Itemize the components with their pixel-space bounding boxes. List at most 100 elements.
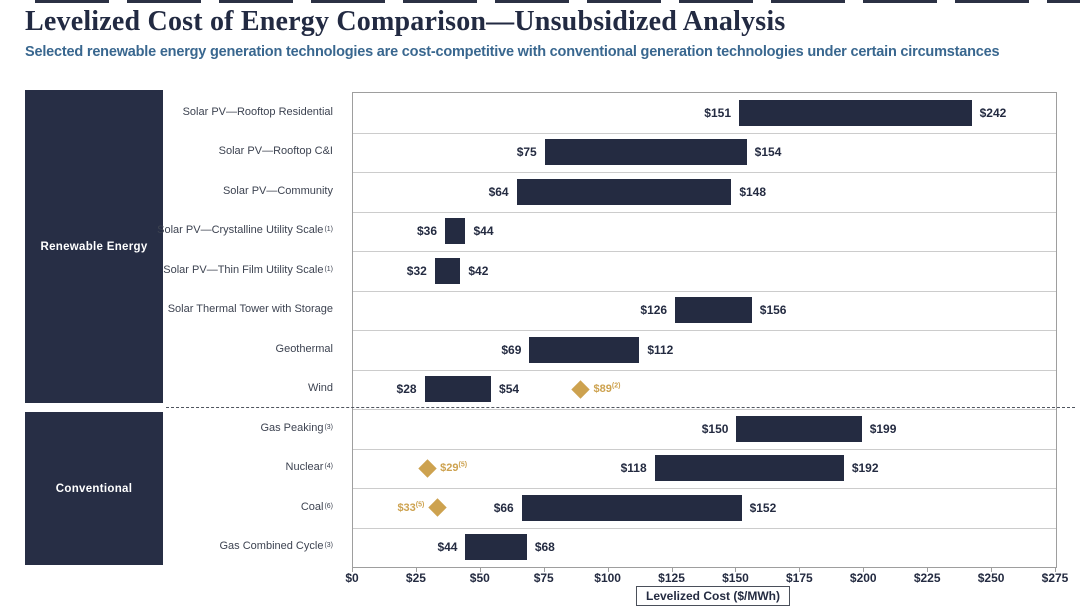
axis-tick-label: $200 [849,571,877,585]
diamond-marker [571,380,590,399]
bar-max-value: $148 [739,184,767,199]
axis-tick [735,567,737,572]
row-separator [353,448,1056,450]
page-subtitle: Selected renewable energy generation tec… [25,44,1000,60]
bar-min-value: $69 [501,342,522,357]
bar-max-value: $68 [534,540,555,555]
bar-max-value: $42 [468,263,489,278]
bar-min-value: $28 [396,382,417,397]
row-label: Solar PV—Community [222,184,333,197]
range-bar [434,257,461,284]
bar-max-value: $152 [749,500,777,515]
bar-max-value: $199 [869,421,897,436]
diamond-value: $33(5) [397,501,425,514]
row-separator [353,132,1056,134]
row-separator [353,527,1056,529]
axis-tick-label: $250 [977,571,1005,585]
axis-tick-label: $75 [533,571,554,585]
range-bar [544,139,747,166]
renewable-conventional-divider [166,407,1075,408]
row-label: Solar PV—Rooftop C&I [218,145,333,158]
bar-min-value: $118 [620,461,647,476]
axis-tick [352,567,353,572]
x-axis-title: Levelized Cost ($/MWh) [635,586,791,606]
axis-tick [1055,567,1056,572]
range-bar [424,376,492,403]
axis-tick-label: $25 [405,571,426,585]
axis-tick [927,567,929,572]
axis-tick [479,567,481,572]
diamond-marker [417,459,437,478]
bar-max-value: $154 [754,145,782,160]
axis-tick-label: $125 [658,571,685,585]
axis-tick-label: $0 [345,571,359,585]
axis-tick-label: $50 [469,571,490,585]
range-bar [654,455,844,482]
row-label: Nuclear (4) [285,461,333,474]
top-edge-strip [35,0,1080,3]
row-separator [353,251,1056,252]
bar-min-value: $126 [640,303,668,318]
group-label-renewable: Renewable Energy [40,240,148,253]
group-box-renewable-energy: Renewable Energy [25,90,163,403]
row-label: Geothermal [275,342,333,355]
bar-max-value: $112 [647,342,674,357]
row-separator [353,409,1056,410]
range-bar [675,297,752,324]
bar-min-value: $36 [416,224,438,239]
page-title: Levelized Cost of Energy Comparison—Unsu… [25,6,786,37]
bar-min-value: $150 [701,421,729,436]
row-label: Coal (6) [300,500,333,513]
axis-tick [799,567,801,572]
axis-tick-label: $150 [722,571,749,585]
axis-tick [543,567,545,572]
category-labels: Solar PV—Rooftop Residential Solar PV—Roo… [157,92,334,566]
bar-max-value: $156 [759,303,787,318]
diamond-value: $89(2) [593,382,621,396]
axis-tick-label: $175 [786,571,813,585]
bar-min-value: $75 [516,145,537,160]
row-label: Gas Peaking (3) [260,421,333,434]
bar-min-value: $151 [704,105,731,120]
row-label: Solar Thermal Tower with Storage [167,303,333,316]
bar-max-value: $192 [851,461,879,476]
bar-min-value: $44 [437,540,458,555]
axis-tick-label: $275 [1041,571,1069,585]
bar-max-value: $242 [979,105,1007,120]
axis-tick [863,567,865,572]
bar-max-value: $54 [499,382,520,397]
bar-min-value: $66 [493,500,514,515]
row-separator [353,488,1056,489]
range-bar [529,336,640,363]
axis-tick-label: $225 [913,571,941,585]
row-separator [353,290,1056,292]
range-bar [465,534,527,561]
range-bar [521,494,742,521]
axis-tick [607,567,609,572]
row-separator [353,211,1056,213]
bar-min-value: $32 [406,263,427,278]
row-separator [353,172,1056,173]
axis-tick-label: $100 [594,571,621,585]
axis-tick [671,567,673,572]
range-bar [739,99,972,126]
row-label: Solar PV—Crystalline Utility Scale (1) [157,224,333,237]
bar-max-value: $44 [473,224,494,239]
row-label: Solar PV—Rooftop Residential [182,105,333,118]
row-label: Solar PV—Thin Film Utility Scale (1) [163,263,333,276]
row-label: Gas Combined Cycle (3) [219,540,334,553]
row-separator [353,369,1056,371]
group-box-conventional: Conventional [25,412,163,565]
range-bar [736,415,862,442]
range-bar [445,218,466,245]
axis-tick [415,567,417,572]
plot-area: $151 $242 $75 $154 $64 $148 $36 $44 $32 $42 $126 $1… [352,92,1057,568]
diamond-value: $29(5) [440,461,468,475]
axis-tick [991,567,993,572]
range-bar [516,178,732,205]
bar-min-value: $64 [488,184,509,199]
row-label: Wind [307,382,333,395]
diamond-marker [428,498,447,517]
row-separator [353,330,1056,331]
